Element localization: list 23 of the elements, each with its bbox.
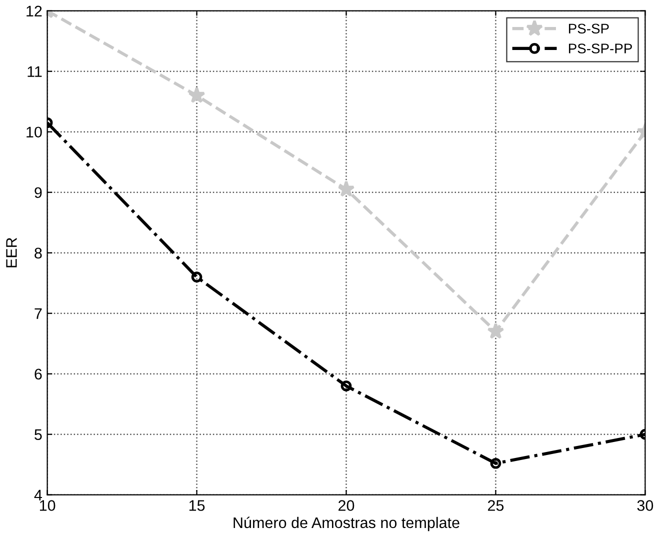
y-tick-label: 4 bbox=[34, 490, 42, 500]
y-tick-label: 6 bbox=[34, 368, 42, 380]
point bbox=[340, 380, 352, 392]
y-tick-label: 9 bbox=[34, 187, 42, 198]
point bbox=[188, 86, 206, 103]
point bbox=[487, 322, 504, 339]
y-tick-label: 5 bbox=[34, 429, 42, 440]
y-tick-label: 10 bbox=[26, 126, 42, 138]
y-tick-label: 7 bbox=[34, 308, 42, 319]
y-axis-title: EER bbox=[6, 238, 17, 268]
point bbox=[338, 180, 355, 197]
x-tick-label: 15 bbox=[189, 500, 205, 511]
point bbox=[490, 458, 502, 469]
legend-label: PS-SP bbox=[568, 24, 609, 34]
point bbox=[191, 272, 202, 282]
y-tick-label: 8 bbox=[34, 248, 42, 259]
legend-label: PS-SP-PP bbox=[568, 44, 632, 54]
x-tick-label: 20 bbox=[338, 500, 354, 511]
x-tick-label: 25 bbox=[488, 500, 504, 511]
x-tick-label: 30 bbox=[637, 500, 654, 511]
y-tick-label: 12 bbox=[26, 6, 42, 16]
x-axis-title: Número de Amostras no template bbox=[234, 516, 460, 532]
y-tick-label: 11 bbox=[28, 66, 42, 77]
